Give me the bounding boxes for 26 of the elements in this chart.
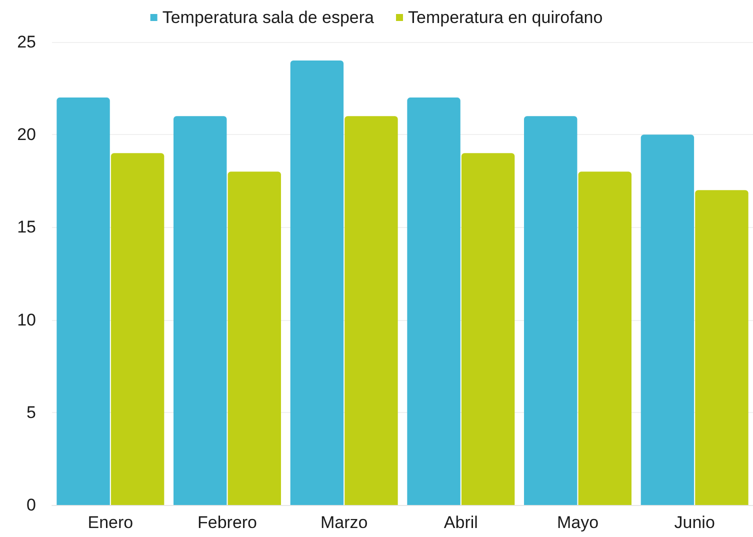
- y-tick-label: 5: [26, 402, 36, 422]
- bar: [640, 134, 694, 505]
- legend-label: Temperatura en quirofano: [408, 8, 603, 27]
- bar: [228, 172, 281, 505]
- x-tick-label: Enero: [88, 513, 134, 532]
- bar: [407, 98, 460, 505]
- bar: [578, 172, 632, 505]
- x-tick-label: Abril: [444, 513, 478, 532]
- x-tick-label: Febrero: [197, 513, 258, 532]
- x-tick-label: Marzo: [320, 513, 368, 532]
- bar: [290, 60, 344, 505]
- y-tick-label: 20: [17, 125, 36, 144]
- legend-label: Temperatura sala de espera: [162, 8, 375, 27]
- bar: [110, 153, 164, 505]
- bar: [344, 116, 398, 505]
- bar: [56, 98, 110, 505]
- bar: [695, 190, 748, 505]
- bar: [524, 116, 578, 505]
- y-tick-label: 0: [26, 496, 36, 514]
- x-tick-label: Mayo: [556, 513, 599, 532]
- bar: [461, 153, 515, 505]
- y-tick-label: 10: [17, 310, 36, 330]
- bar: [174, 116, 227, 505]
- y-tick-label: 25: [17, 32, 36, 52]
- x-tick-label: Junio: [674, 513, 715, 532]
- y-tick-label: 15: [17, 218, 36, 237]
